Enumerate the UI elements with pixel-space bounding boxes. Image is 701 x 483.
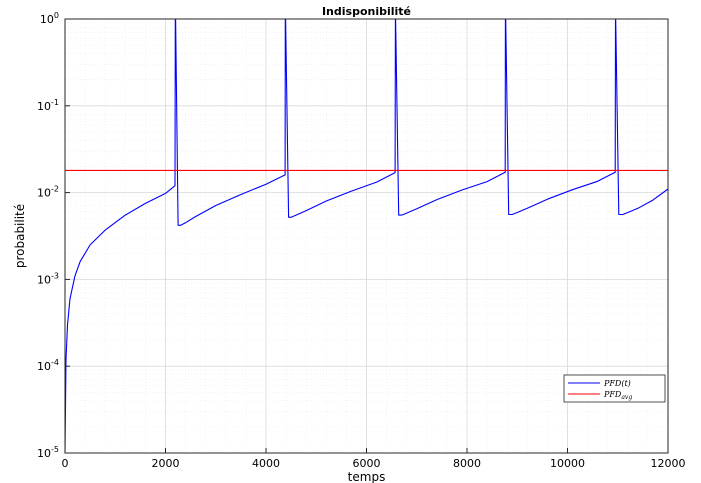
series-line-pfd-t: [64, 18, 669, 454]
x-axis-label: temps: [348, 470, 386, 483]
y-tick-label: 10-2: [37, 185, 59, 200]
x-tick-label: 2000: [152, 457, 180, 470]
legend-label: PFD(t): [603, 379, 631, 388]
grid: [64, 18, 669, 454]
x-tick-label: 10000: [550, 457, 585, 470]
series-group: [64, 18, 669, 454]
y-tick-label: 100: [40, 11, 59, 26]
y-tick-label: 10-3: [37, 271, 59, 286]
y-tick-label: 10-1: [37, 98, 59, 113]
legend-box: [563, 374, 666, 403]
x-tick-label: 6000: [353, 457, 381, 470]
x-tick-label: 12000: [651, 457, 686, 470]
legend: PFD(t) PFDavg: [563, 374, 666, 403]
x-tick-label: 8000: [453, 457, 481, 470]
axis-ticks: 0 2000 4000 6000 8000 10000 12000 100 10-1 10-2 10…: [37, 11, 685, 470]
y-axis-label: probabilité: [13, 204, 27, 268]
x-tick-label: 0: [62, 457, 69, 470]
x-tick-label: 4000: [252, 457, 280, 470]
chart-title: Indisponibilité: [322, 5, 411, 18]
legend-label: PFDavg: [603, 390, 632, 401]
y-tick-label: 10-5: [37, 445, 59, 460]
y-tick-label: 10-4: [37, 358, 59, 373]
